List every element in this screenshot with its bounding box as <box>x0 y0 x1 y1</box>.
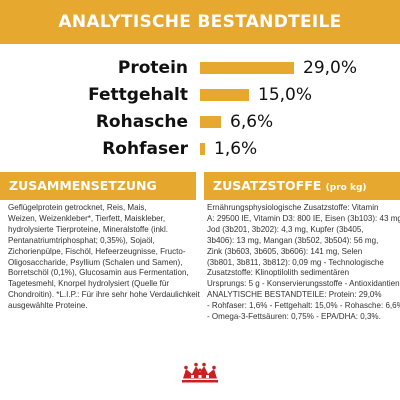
nutrient-value: 29,0% <box>303 58 358 78</box>
additives-text: Ernährungsphysiologische Zusatzstoffe: V… <box>207 203 400 322</box>
nutrient-label: Rohasche <box>95 112 188 132</box>
additives-title: ZUSATZSTOFFE <box>213 178 322 193</box>
nutrient-label: Rohfaser <box>102 139 188 159</box>
nutrient-row-fettgehalt: Fettgehalt 15,0% <box>0 84 400 108</box>
nutrient-row-rohasche: Rohasche 6,6% <box>0 111 400 135</box>
nutrient-value: 6,6% <box>230 112 274 132</box>
crown-logo-icon <box>182 362 218 383</box>
footer-logo-area <box>0 352 400 400</box>
nutrient-bar <box>200 89 249 101</box>
nutrient-label: Fettgehalt <box>88 85 188 105</box>
nutrient-bar <box>200 143 205 155</box>
composition-text: Geflügelprotein getrocknet, Reis, Mais, … <box>8 203 200 311</box>
nutrient-bar <box>200 62 294 74</box>
additives-title-wrap: ZUSATZSTOFFE (pro kg) <box>213 178 367 193</box>
additives-title-suffix: (pro kg) <box>325 183 367 193</box>
nutrient-bar <box>200 116 221 128</box>
nutrient-row-rohfaser: Rohfaser 1,6% <box>0 138 400 162</box>
composition-header: ZUSAMMENSETZUNG <box>0 172 196 200</box>
nutrient-value: 15,0% <box>258 85 313 105</box>
page-title: ANALYTISCHE BESTANDTEILE <box>58 12 342 32</box>
nutrient-value: 1,6% <box>214 139 258 159</box>
header-band: ANALYTISCHE BESTANDTEILE <box>0 0 400 44</box>
nutrient-label: Protein <box>117 58 188 78</box>
nutrient-row-protein: Protein 29,0% <box>0 57 400 81</box>
composition-title: ZUSAMMENSETZUNG <box>9 178 157 193</box>
additives-header: ZUSATZSTOFFE (pro kg) <box>204 172 400 200</box>
